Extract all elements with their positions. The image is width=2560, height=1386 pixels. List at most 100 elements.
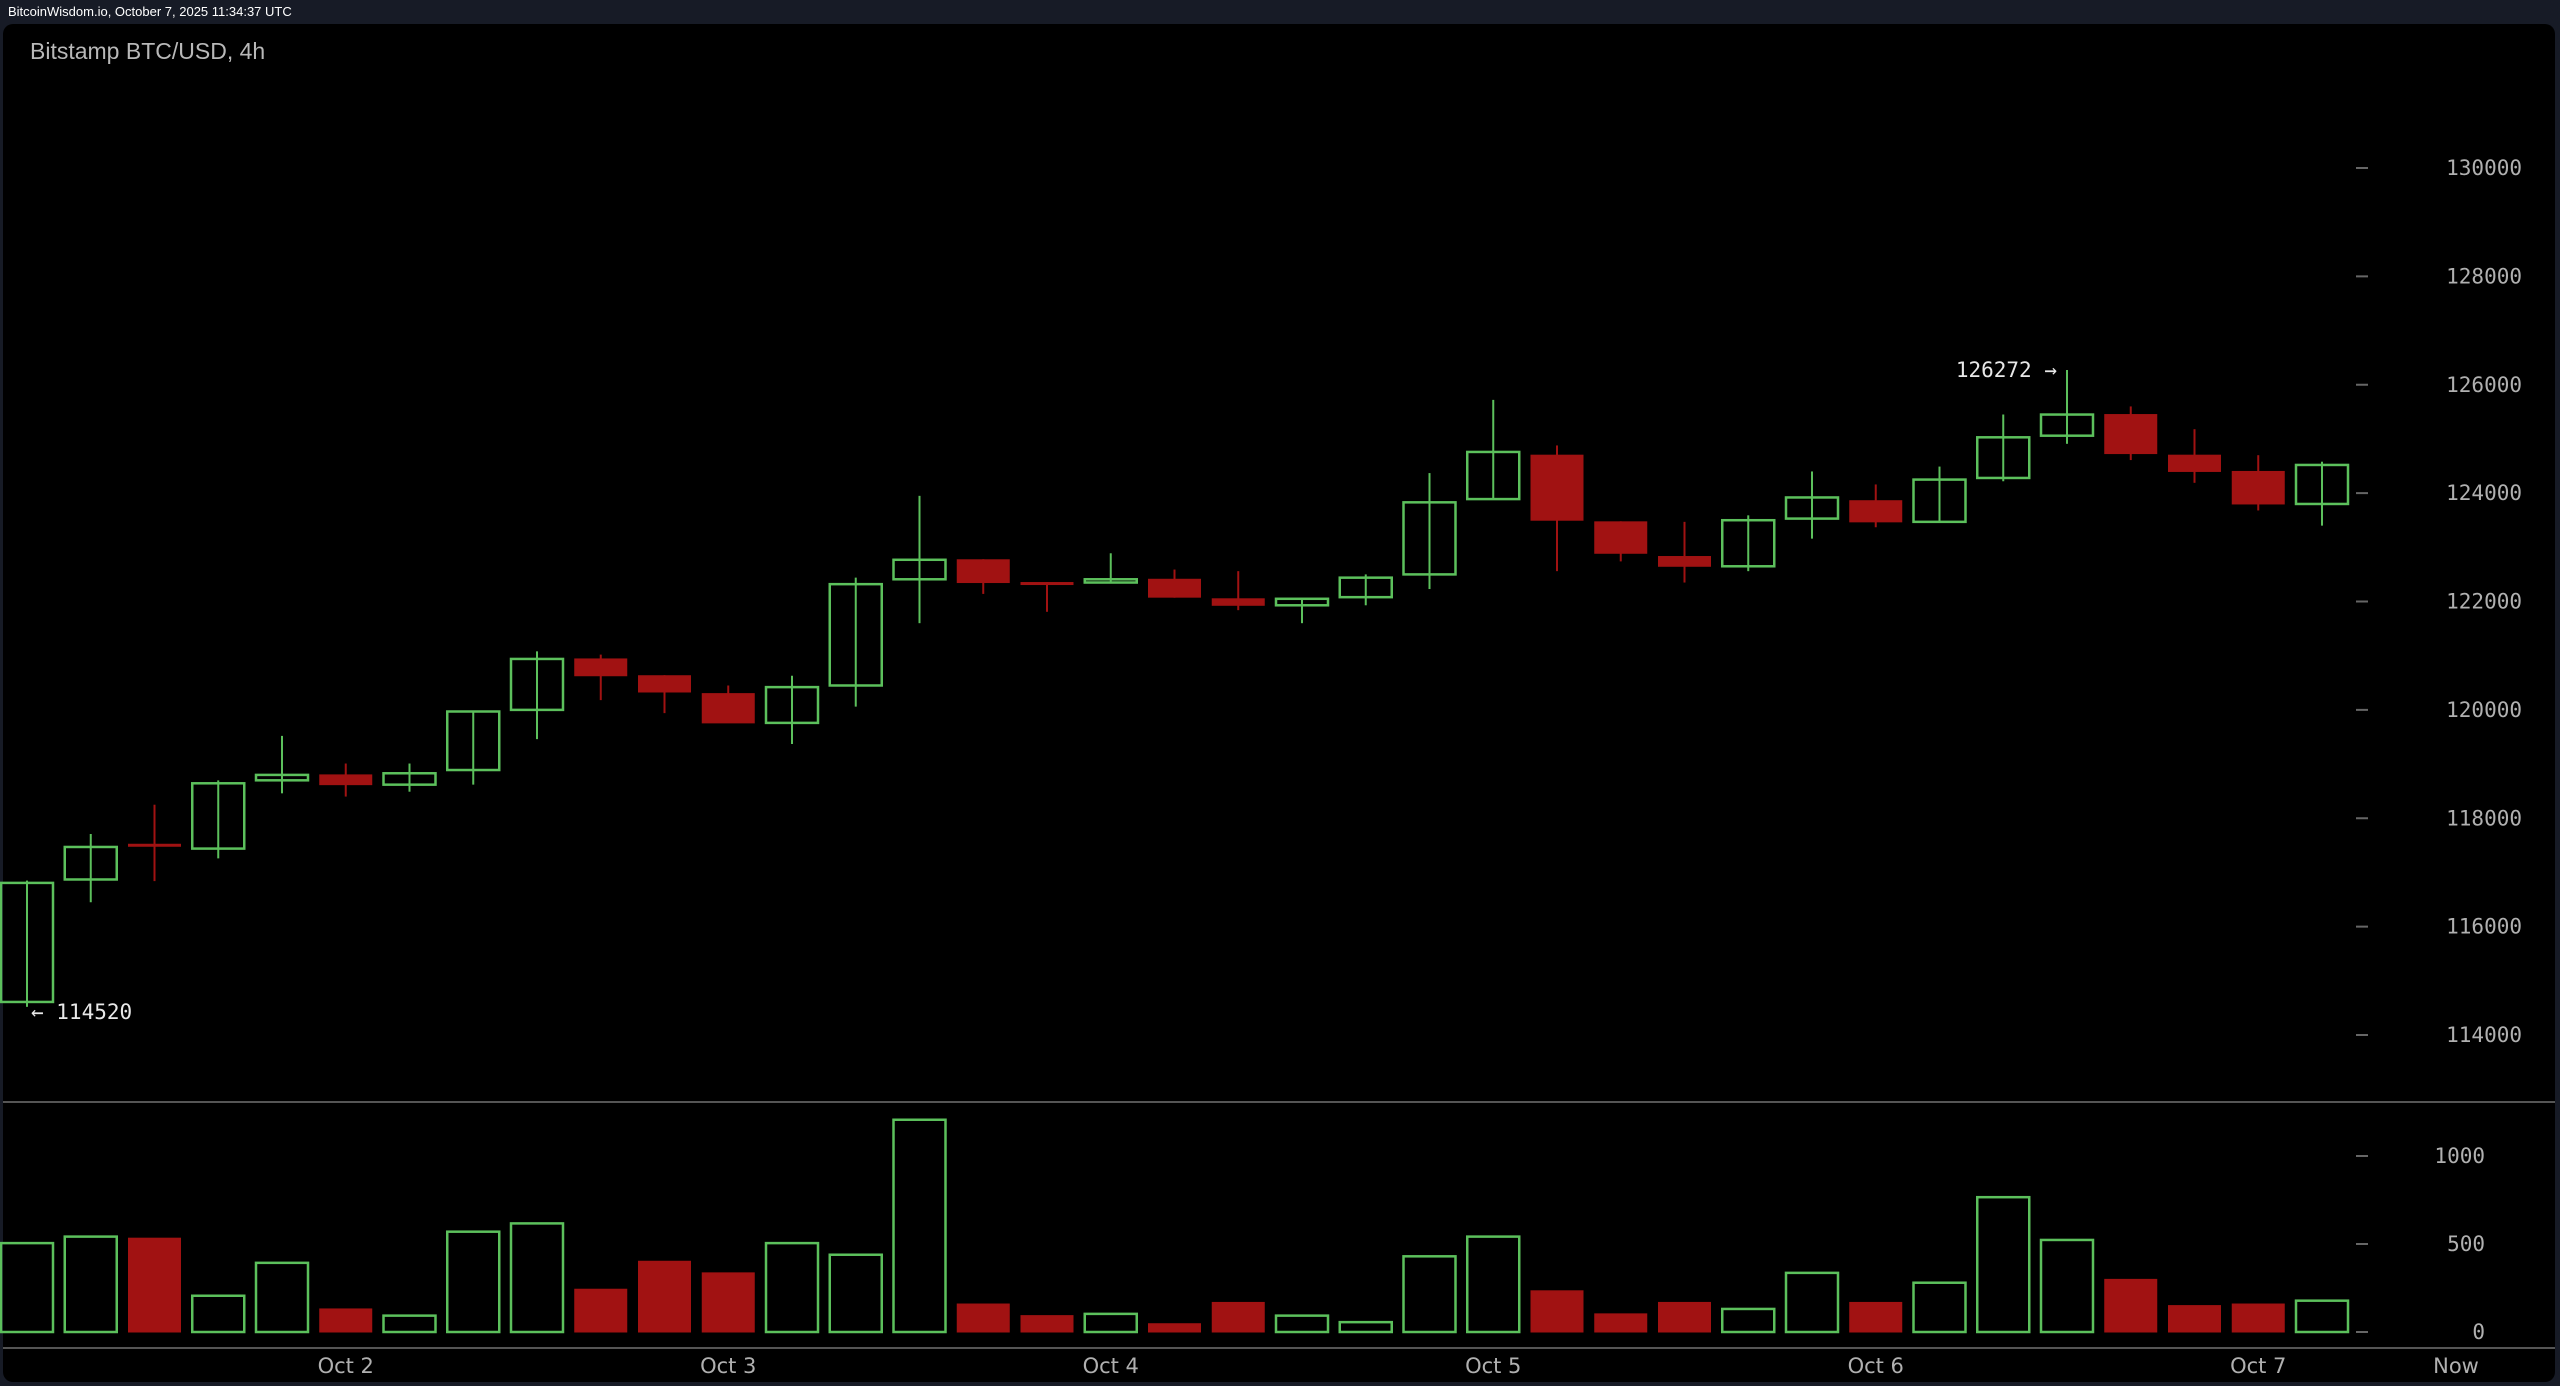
volume-bar [1148,1323,1201,1333]
candle-body [319,774,373,786]
candle-body [1020,582,1074,586]
volume-bar [1402,1255,1457,1334]
chart-title: Bitstamp BTC/USD, 4h [30,38,266,64]
candle-body [446,710,501,772]
candle-body [1849,500,1903,523]
candle-body [764,685,820,725]
volume-bar [2294,1299,2350,1334]
volume-bar [446,1230,501,1334]
candle-body [574,658,628,677]
candle-body [1784,496,1840,520]
volume-tick-label: 1000 [2434,1144,2485,1168]
candle-body [2104,414,2158,455]
candle-body [0,881,55,1004]
volume-bar [1976,1195,2031,1334]
candle-body [1274,597,1330,607]
date-label: Oct 5 [1465,1354,1521,1378]
date-label: Oct 6 [1848,1354,1904,1378]
volume-bar [2168,1305,2221,1333]
price-tick-label: 128000 [2446,264,2522,288]
candle-body [1148,578,1201,598]
price-tick-label: 114000 [2446,1023,2522,1047]
candle-body [1976,436,2031,480]
date-label: Now [2433,1354,2479,1378]
price-tick-label: 126000 [2446,373,2522,397]
volume-bar [892,1118,947,1334]
price-tick-label: 116000 [2446,915,2522,939]
volume-bar [1594,1313,1648,1333]
price-tick-label: 124000 [2446,481,2522,505]
candle-body [509,657,565,712]
candle-body [828,582,883,687]
candle-body [1338,576,1393,599]
volume-bar [1466,1235,1521,1334]
volume-bar [701,1272,755,1333]
candle-body [701,693,755,724]
candle-body [1658,556,1711,567]
price-tick-label: 130000 [2446,156,2522,180]
candle-body [2039,413,2095,437]
high-annotation: 126272 → [1956,358,2057,382]
low-annotation: ← 114520 [31,1000,132,1024]
volume-bar [638,1260,691,1333]
candle-body [1466,450,1521,501]
candle-body [638,675,691,693]
candle-body [1530,454,1584,521]
volume-bar [2039,1238,2095,1334]
candle-body [1402,501,1457,576]
candle-body [63,845,118,881]
candle-body [382,772,437,786]
volume-bar [1274,1314,1330,1334]
volume-bar [1658,1301,1711,1333]
price-tick-label: 122000 [2446,590,2522,614]
candle-body [1912,478,1967,524]
source-timestamp: BitcoinWisdom.io, October 7, 2025 11:34:… [8,4,292,19]
volume-bar [1530,1290,1584,1333]
date-label: Oct 2 [318,1354,374,1378]
candle-body [254,773,310,782]
candle-body [2231,470,2285,505]
volume-bar [1784,1271,1840,1334]
volume-bar [319,1308,373,1333]
volume-bar [1338,1320,1393,1334]
candle-body [892,558,947,581]
price-tick-label: 118000 [2446,806,2522,830]
candle-body [1211,598,1265,606]
volume-tick-label: 500 [2447,1232,2485,1256]
candle-body [956,559,1010,584]
candle-body [191,782,246,850]
candle-body [2168,454,2221,472]
chart-panel [3,24,2555,1382]
date-label: Oct 7 [2230,1354,2286,1378]
volume-bar [0,1241,55,1334]
volume-bar [191,1294,246,1334]
volume-bar [128,1237,181,1333]
volume-bar [1020,1315,1074,1333]
date-label: Oct 3 [700,1354,756,1378]
volume-bar [2104,1278,2158,1333]
top-bar: BitcoinWisdom.io, October 7, 2025 11:34:… [0,0,2560,24]
volume-bar [1849,1301,1903,1333]
volume-bar [63,1235,118,1334]
volume-bar [1211,1301,1265,1333]
candle-body [1083,578,1138,584]
volume-tick-label: 0 [2472,1320,2485,1344]
candle-body [128,843,181,847]
volume-bar [1912,1281,1967,1334]
price-tick-label: 120000 [2446,698,2522,722]
volume-bar [2231,1303,2285,1333]
volume-bar [828,1253,883,1334]
volume-bar [764,1241,820,1334]
volume-bar [382,1314,437,1334]
candle-body [2294,463,2350,506]
volume-bar [509,1222,565,1334]
volume-bar [1083,1312,1138,1334]
volume-bar [254,1261,310,1334]
candle-body [1594,521,1648,554]
volume-bar [574,1288,628,1333]
volume-bar [1721,1307,1776,1334]
date-label: Oct 4 [1083,1354,1139,1378]
volume-bar [956,1303,1010,1333]
candle-body [1721,518,1776,568]
